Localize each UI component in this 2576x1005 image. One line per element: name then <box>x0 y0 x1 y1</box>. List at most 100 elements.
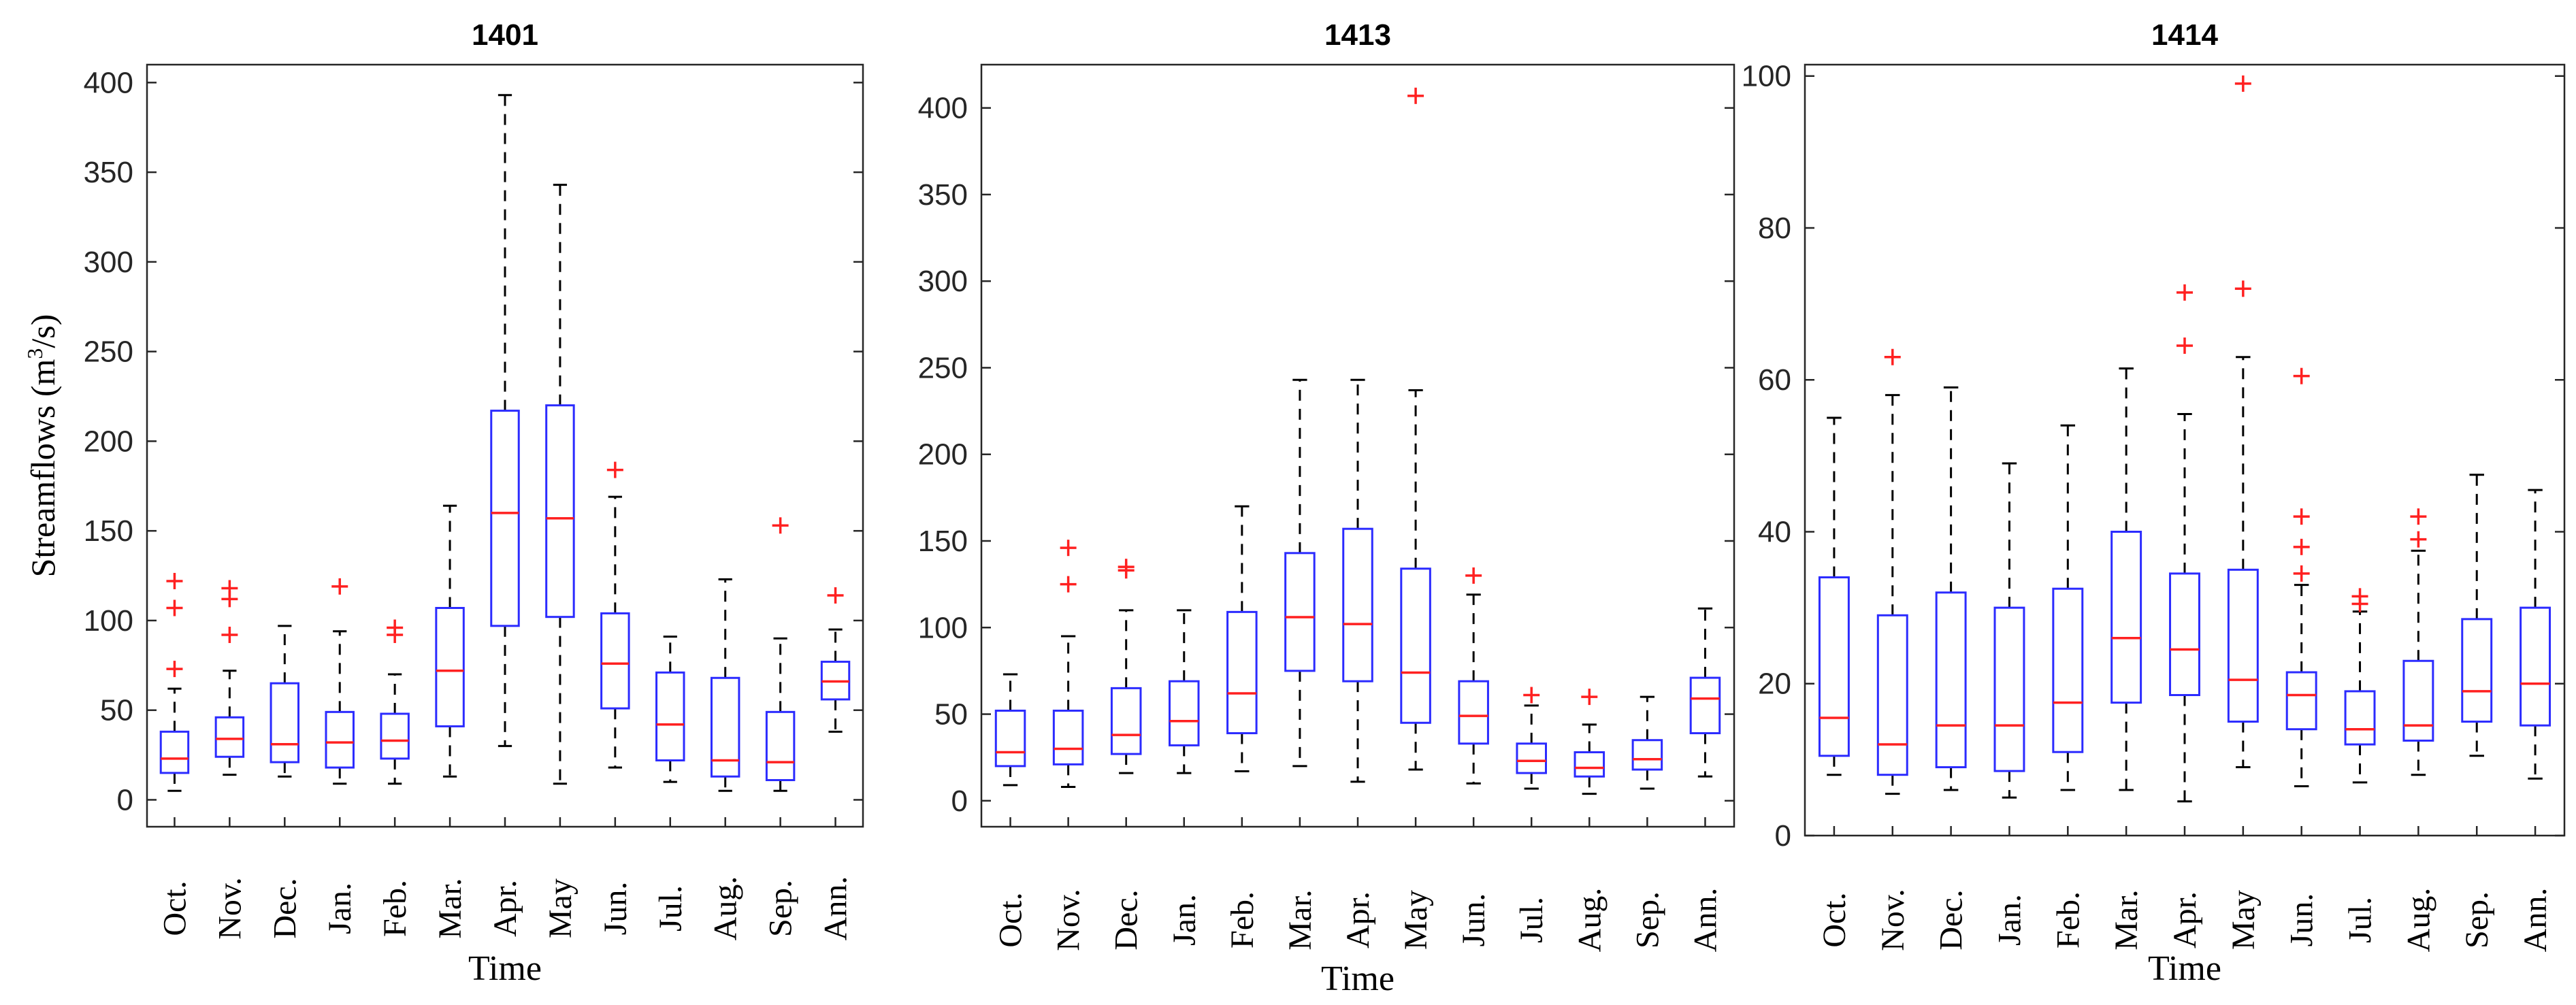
iqr-box <box>435 606 465 727</box>
iqr-box <box>490 410 520 627</box>
y-tick-label: 100 <box>1742 60 1791 93</box>
chart-title: 1413 <box>1324 18 1391 52</box>
x-tick-label: Mar. <box>432 878 468 938</box>
iqr-box <box>1993 606 2025 772</box>
chart-title: 1401 <box>472 18 538 52</box>
outlier-marker <box>2293 508 2310 525</box>
iqr-box <box>2461 618 2493 723</box>
y-tick-label: 300 <box>918 265 968 298</box>
box-jan <box>325 578 355 785</box>
box-jul <box>2344 588 2376 784</box>
x-tick-label: May <box>542 878 578 938</box>
x-tick-label: Nov. <box>1051 889 1087 951</box>
box-jan <box>1169 609 1200 774</box>
box-apr <box>490 94 520 747</box>
iqr-box <box>1876 614 1908 776</box>
y-axis-label-base: Streamflows (m <box>24 359 62 578</box>
box-oct <box>159 572 190 792</box>
y-tick-label: 300 <box>84 246 133 279</box>
iqr-box <box>2344 690 2376 746</box>
box-mar <box>1284 378 1316 768</box>
iqr-box <box>2052 587 2084 753</box>
box-ann <box>820 587 851 733</box>
box-sep <box>765 517 796 792</box>
y-tick-label: 150 <box>84 514 133 548</box>
iqr-box <box>1574 751 1605 778</box>
x-axis-label: Time <box>468 949 542 988</box>
iqr-box <box>214 716 245 758</box>
box-apr <box>2169 284 2200 803</box>
outlier-marker <box>2176 337 2193 355</box>
outlier-marker <box>2176 284 2193 301</box>
iqr-box <box>600 612 630 710</box>
x-tick-label: Nov. <box>1875 889 1911 951</box>
box-feb <box>380 619 410 785</box>
x-axis-label: Time <box>1321 959 1395 998</box>
box-ann <box>2520 489 2551 780</box>
x-tick-label: Oct. <box>157 880 193 936</box>
x-tick-label: Mar. <box>1282 889 1318 950</box>
box-sep <box>1631 695 1663 790</box>
iqr-box <box>2285 671 2317 731</box>
iqr-box <box>1458 680 1489 745</box>
box-nov <box>1052 540 1084 788</box>
panel-1413: 1413 0 50 100 150 200 250 300 350 400 Oct. Nov. Dec.… <box>918 18 1735 998</box>
x-tick-label: Ann. <box>818 876 854 941</box>
y-tick-label: 0 <box>1775 819 1791 853</box>
panel-1401: 1401 0 50 100 150 200 250 300 350 400 Oct. Nov. Dec.… <box>22 18 864 988</box>
y-tick-label: 80 <box>1758 212 1791 245</box>
x-tick-label: Jan. <box>1991 894 2027 946</box>
box-nov <box>214 580 245 776</box>
box-nov <box>1876 348 1908 795</box>
y-tick-label: 50 <box>934 698 968 731</box>
panel-1414: 1414 0 20 40 60 80 100 Oct. Nov. Dec. Jan. Feb. Mar.… <box>1742 18 2566 988</box>
iqr-box <box>1818 576 1850 757</box>
outlier-marker <box>1060 540 1077 557</box>
x-tick-label: Ann. <box>1687 888 1723 953</box>
x-tick-label: Jul. <box>653 885 689 932</box>
outlier-marker <box>166 572 183 589</box>
iqr-box <box>994 709 1026 768</box>
x-tick-label: Ann. <box>2517 888 2554 953</box>
x-tick-label: May <box>2226 890 2262 950</box>
iqr-box <box>1689 676 1721 735</box>
outlier-marker <box>387 619 404 636</box>
box-apr <box>1342 378 1373 783</box>
box-aug <box>1574 689 1605 795</box>
iqr-box <box>2402 659 2434 742</box>
y-tick-label: 250 <box>918 351 968 384</box>
iqr-box <box>1226 610 1258 735</box>
box-jul <box>655 636 685 783</box>
outlier-marker <box>2293 367 2310 384</box>
x-tick-label: Sep. <box>763 880 799 937</box>
iqr-box <box>1169 680 1200 746</box>
y-tick-label: 40 <box>1758 515 1791 548</box>
x-tick-label: Apr. <box>2167 891 2203 949</box>
outlier-marker <box>166 661 183 678</box>
outlier-marker <box>1118 559 1135 576</box>
outlier-marker <box>2234 75 2251 92</box>
x-tick-label: Jan. <box>322 883 358 934</box>
x-tick-label: Dec. <box>1934 889 1970 950</box>
outlier-marker <box>221 580 238 597</box>
iqr-box <box>1516 742 1547 774</box>
x-tick-label: Feb. <box>1224 891 1260 949</box>
box-jun <box>2285 367 2317 787</box>
iqr-box <box>380 712 410 760</box>
y-axis-label-end: /s) <box>24 314 62 348</box>
iqr-box <box>655 671 685 761</box>
y-tick-label: 400 <box>918 92 968 125</box>
y-tick-label: 100 <box>918 611 968 644</box>
y-tick-label: 200 <box>918 438 968 472</box>
x-tick-label: Dec. <box>1109 889 1145 950</box>
x-tick-label: Dec. <box>267 878 303 938</box>
x-tick-label: Feb. <box>2050 891 2086 949</box>
iqr-box <box>2227 568 2259 723</box>
outlier-marker <box>166 599 183 616</box>
iqr-box <box>1400 567 1431 724</box>
box-dec <box>1110 559 1142 774</box>
box-may <box>2227 75 2259 769</box>
box-may <box>545 184 575 785</box>
box-dec <box>1935 386 1967 791</box>
outlier-marker <box>1581 689 1598 706</box>
